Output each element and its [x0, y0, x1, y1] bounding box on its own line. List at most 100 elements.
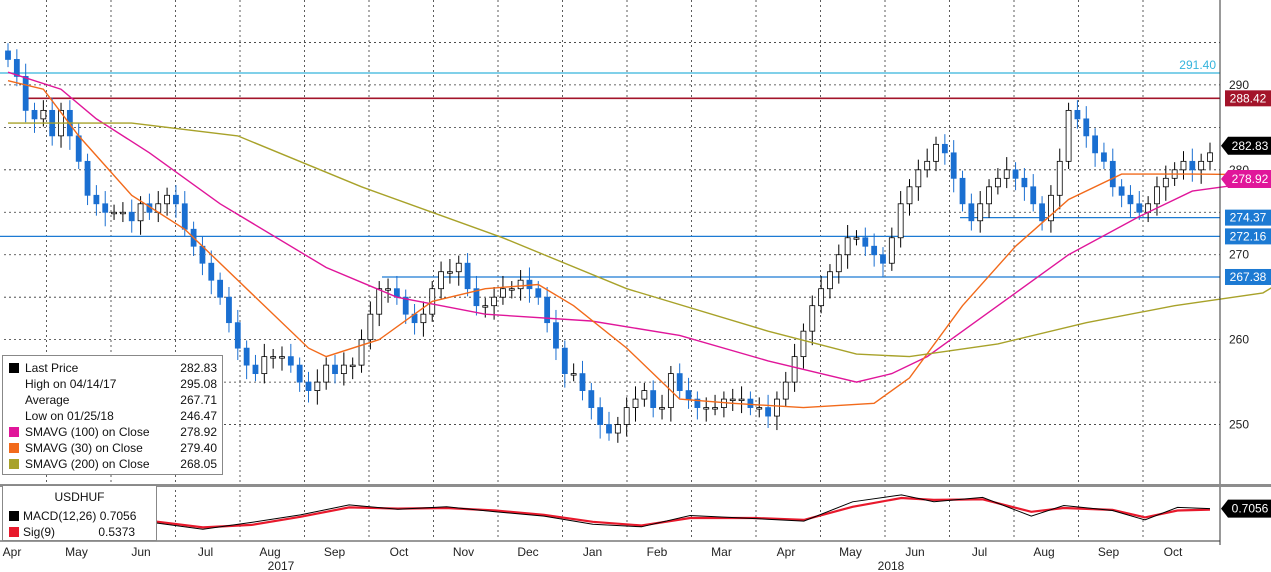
candle-body: [517, 279, 524, 290]
legend-label: High on 04/14/17: [25, 377, 117, 391]
candle-body: [641, 390, 648, 400]
candle-body: [1039, 203, 1045, 222]
candle-body: [358, 339, 365, 366]
candle-body: [924, 160, 931, 171]
legend-value: 282.83: [180, 361, 217, 375]
x-month-label: Feb: [647, 545, 668, 559]
candle-body: [164, 194, 170, 205]
macd-value: 0.7056: [99, 509, 137, 523]
level-tag-text: 274.37: [1230, 211, 1267, 225]
candle-body: [782, 381, 789, 400]
candle-body: [1136, 203, 1143, 213]
candle-body: [994, 177, 1001, 188]
candle-body: [340, 364, 347, 375]
x-year-label: 2017: [268, 559, 295, 572]
candle-body: [1189, 160, 1196, 171]
macd-swatch: [9, 511, 19, 521]
legend-value: 279.40: [180, 441, 217, 455]
candle-body: [473, 288, 480, 307]
candle-body: [31, 109, 38, 120]
candle-body: [597, 407, 604, 425]
candle-body: [173, 194, 179, 205]
candle-body: [570, 373, 577, 376]
legend-value: 295.08: [180, 377, 217, 391]
x-month-label: Nov: [453, 545, 474, 559]
sig-value: 0.5373: [98, 525, 136, 539]
sig-swatch: [9, 527, 19, 537]
candle-body: [738, 398, 745, 401]
x-month-label: May: [65, 545, 88, 559]
candle-body: [22, 76, 29, 111]
legend-value: 246.47: [180, 409, 217, 423]
candle-body: [871, 245, 878, 256]
candle-body: [500, 288, 506, 298]
candle-body: [234, 322, 241, 349]
level-tag-text: 267.38: [1230, 270, 1267, 284]
legend-sma200: SMAVG (200) on Close 268.05: [9, 456, 219, 472]
legend-last-price: Last Price 282.83: [9, 360, 219, 376]
macd-title: USDHUF: [54, 490, 105, 504]
x-month-label: Aug: [259, 545, 280, 559]
candle-body: [438, 271, 444, 290]
x-month-label: Apr: [777, 545, 796, 559]
candle-body: [1109, 160, 1116, 188]
candle-body: [1074, 109, 1081, 120]
candle-body: [464, 262, 471, 290]
candle-body: [296, 364, 303, 383]
candle-body: [676, 373, 683, 391]
sma100-swatch: [9, 427, 19, 437]
candle-body: [13, 59, 20, 77]
candle-body: [508, 288, 515, 291]
candle-body: [915, 169, 922, 188]
price-tag-text: 282.83: [1232, 139, 1269, 153]
price-tag: [1221, 136, 1271, 155]
legend-sma30: SMAVG (30) on Close 279.40: [9, 440, 219, 456]
x-month-label: Mar: [711, 545, 732, 559]
x-month-label: Jul: [972, 545, 987, 559]
candle-body: [756, 407, 763, 410]
legend-low: Low on 01/25/18 246.47: [9, 408, 219, 424]
candle-body: [588, 390, 595, 408]
candle-body: [888, 237, 895, 264]
candle-body: [75, 135, 82, 162]
legend-value: 278.92: [180, 425, 217, 439]
legend-label: Low on 01/25/18: [25, 409, 114, 423]
legend-label: SMAVG (100) on Close: [25, 425, 150, 439]
candle-body: [729, 398, 736, 401]
candle-body: [287, 356, 294, 366]
candle-body: [1083, 118, 1090, 137]
macd-line: [7, 494, 1211, 530]
candle-body: [243, 347, 250, 366]
level-label: 291.40: [1179, 58, 1216, 72]
candle-body: [606, 424, 612, 434]
legend-label: Last Price: [25, 361, 79, 375]
candle-body: [1012, 169, 1019, 179]
candle-body: [270, 356, 277, 359]
x-month-label: Oct: [1164, 545, 1183, 559]
candle-body: [93, 194, 100, 205]
candle-body: [818, 288, 825, 307]
candle-body: [659, 407, 665, 410]
sma200-swatch: [9, 459, 19, 469]
legend-label: SMAVG (200) on Close: [25, 457, 150, 471]
candle-body: [1180, 160, 1187, 171]
legend-label: Average: [25, 393, 70, 407]
candle-body: [535, 288, 542, 298]
candle-body: [455, 262, 462, 273]
candle-body: [774, 398, 780, 417]
candle-body: [385, 288, 391, 291]
candle-body: [897, 203, 904, 239]
y-tick-label: 260: [1229, 333, 1249, 347]
candle-body: [1048, 194, 1054, 222]
candle-body: [809, 305, 816, 332]
candle-body: [968, 203, 975, 222]
level-tag: [1225, 268, 1271, 285]
last-price-swatch: [9, 363, 19, 373]
x-month-label: Sep: [324, 545, 346, 559]
macd-tag-text: 0.7056: [1232, 502, 1269, 516]
candle-body: [1056, 160, 1063, 196]
legend-label: SMAVG (30) on Close: [25, 441, 143, 455]
candle-body: [553, 322, 559, 349]
